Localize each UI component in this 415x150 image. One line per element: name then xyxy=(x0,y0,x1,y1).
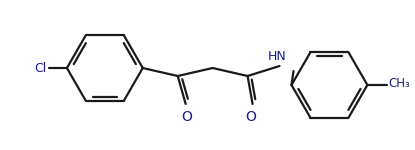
Text: Cl: Cl xyxy=(35,61,47,75)
Text: O: O xyxy=(181,110,192,124)
Text: O: O xyxy=(245,110,256,124)
Text: HN: HN xyxy=(268,50,287,63)
Text: CH₃: CH₃ xyxy=(388,78,410,90)
